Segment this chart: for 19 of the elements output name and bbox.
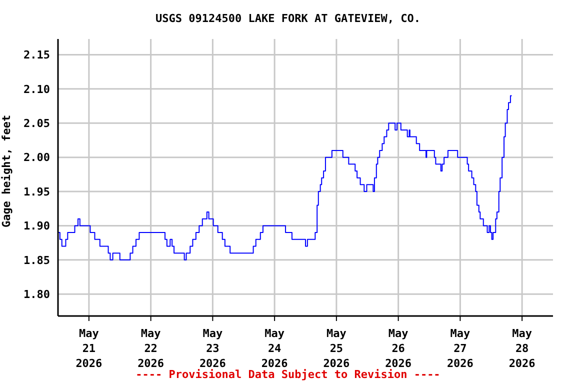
y-tick-label: 1.80 (24, 288, 50, 302)
y-axis-title: Gage height, feet (0, 114, 13, 228)
chart-title: USGS 09124500 LAKE FORK AT GATEVIEW, CO. (154, 12, 422, 25)
y-tick-label: 2.00 (24, 151, 50, 164)
x-tick-label: May 22 2026 (138, 327, 164, 370)
y-tick-label: 1.95 (24, 185, 50, 198)
x-tick-label: May 25 2026 (323, 327, 350, 370)
x-tick-label: May 26 2026 (385, 327, 412, 370)
y-tick-label: 2.05 (24, 117, 50, 130)
text: ---- Provisional Data Subject to Revision ---- (136, 368, 440, 381)
x-tick-label: May 24 2026 (261, 327, 288, 370)
y-tick-label: 2.10 (24, 82, 50, 96)
x-tick-label: May 21 2026 (76, 327, 103, 370)
x-tick-label: May 27 2026 (446, 327, 474, 370)
y-tick-label: 1.85 (24, 254, 50, 267)
y-tick-label: 2.15 (24, 48, 50, 62)
y-tick-label: 1.90 (24, 220, 50, 233)
x-tick-label: May 23 2026 (199, 327, 226, 370)
x-tick-label: May 28 2026 (508, 327, 536, 370)
